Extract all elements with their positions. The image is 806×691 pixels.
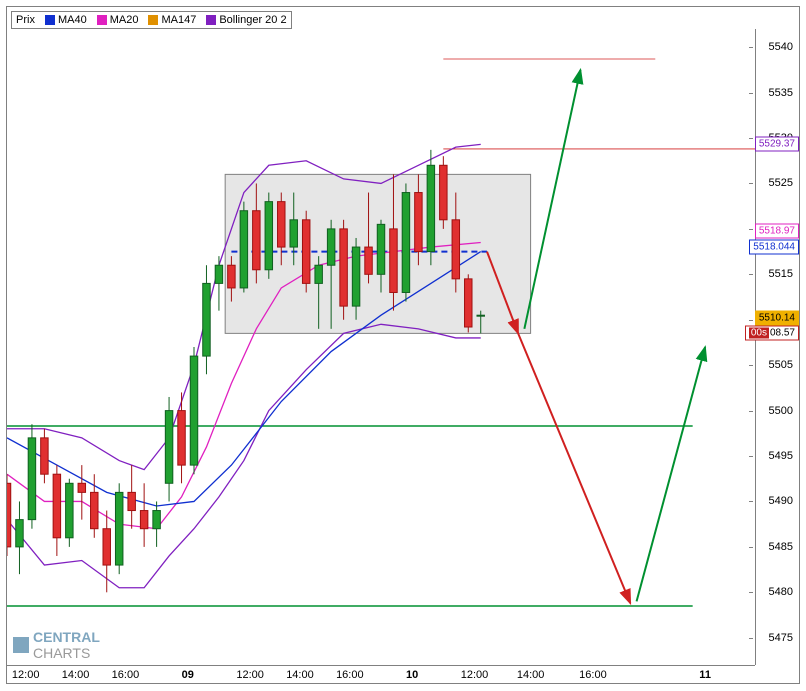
x-tick-label: 12:00: [236, 669, 264, 681]
legend-swatch: [148, 15, 158, 25]
price-label: 5510.14: [755, 311, 799, 326]
legend-swatch: [97, 15, 107, 25]
legend-label: MA147: [161, 14, 196, 26]
y-axis-border: [755, 29, 756, 665]
plot-area[interactable]: [7, 29, 755, 665]
chart-container: Prix MA40 MA20 MA147 Bollinger 20 2 5475…: [6, 6, 800, 684]
x-tick-label: 09: [182, 669, 194, 681]
x-tick-label: 14:00: [62, 669, 90, 681]
x-tick-label: 12:00: [12, 669, 40, 681]
y-tick-label: 5525: [769, 177, 793, 189]
x-tick-label: 16:00: [112, 669, 140, 681]
legend-label: Bollinger 20 2: [219, 14, 286, 26]
price-label: 5518.97: [755, 224, 799, 239]
y-tick-label: 5505: [769, 359, 793, 371]
x-tick-label: 11: [699, 669, 711, 681]
x-tick-label: 10: [406, 669, 418, 681]
y-tick-label: 5480: [769, 586, 793, 598]
y-tick-label: 5475: [769, 632, 793, 644]
y-tick-label: 5485: [769, 541, 793, 553]
y-tick-label: 5515: [769, 268, 793, 280]
chart-legend: Prix MA40 MA20 MA147 Bollinger 20 2: [11, 11, 292, 29]
legend-item-ma40: MA40: [45, 14, 87, 26]
legend-label: MA40: [58, 14, 87, 26]
legend-swatch: [45, 15, 55, 25]
x-tick-label: 14:00: [517, 669, 545, 681]
y-tick-label: 5535: [769, 87, 793, 99]
price-label: 5529.37: [755, 136, 799, 151]
legend-item-ma147: MA147: [148, 14, 196, 26]
y-tick-label: 5495: [769, 450, 793, 462]
legend-item-bollinger: Bollinger 20 2: [206, 14, 286, 26]
x-axis: 12:00 14:00 16:00 09 12:00 14:00 16:00 10 12:00 1…: [7, 665, 755, 683]
y-tick-label: 5500: [769, 405, 793, 417]
legend-label: MA20: [110, 14, 139, 26]
y-tick-label: 5540: [769, 41, 793, 53]
legend-prefix: Prix: [16, 14, 35, 26]
x-tick-label: 12:00: [461, 669, 489, 681]
price-label: 5518.044: [749, 239, 799, 254]
y-tick-label: 5490: [769, 495, 793, 507]
x-tick-label: 16:00: [336, 669, 364, 681]
price-label: 00s08.57: [745, 325, 799, 340]
legend-item-ma20: MA20: [97, 14, 139, 26]
x-tick-label: 14:00: [286, 669, 314, 681]
chart-svg: [7, 29, 755, 665]
legend-swatch: [206, 15, 216, 25]
y-axis: 5475548054855490549555005505551055155520…: [753, 29, 799, 665]
x-tick-label: 16:00: [579, 669, 607, 681]
